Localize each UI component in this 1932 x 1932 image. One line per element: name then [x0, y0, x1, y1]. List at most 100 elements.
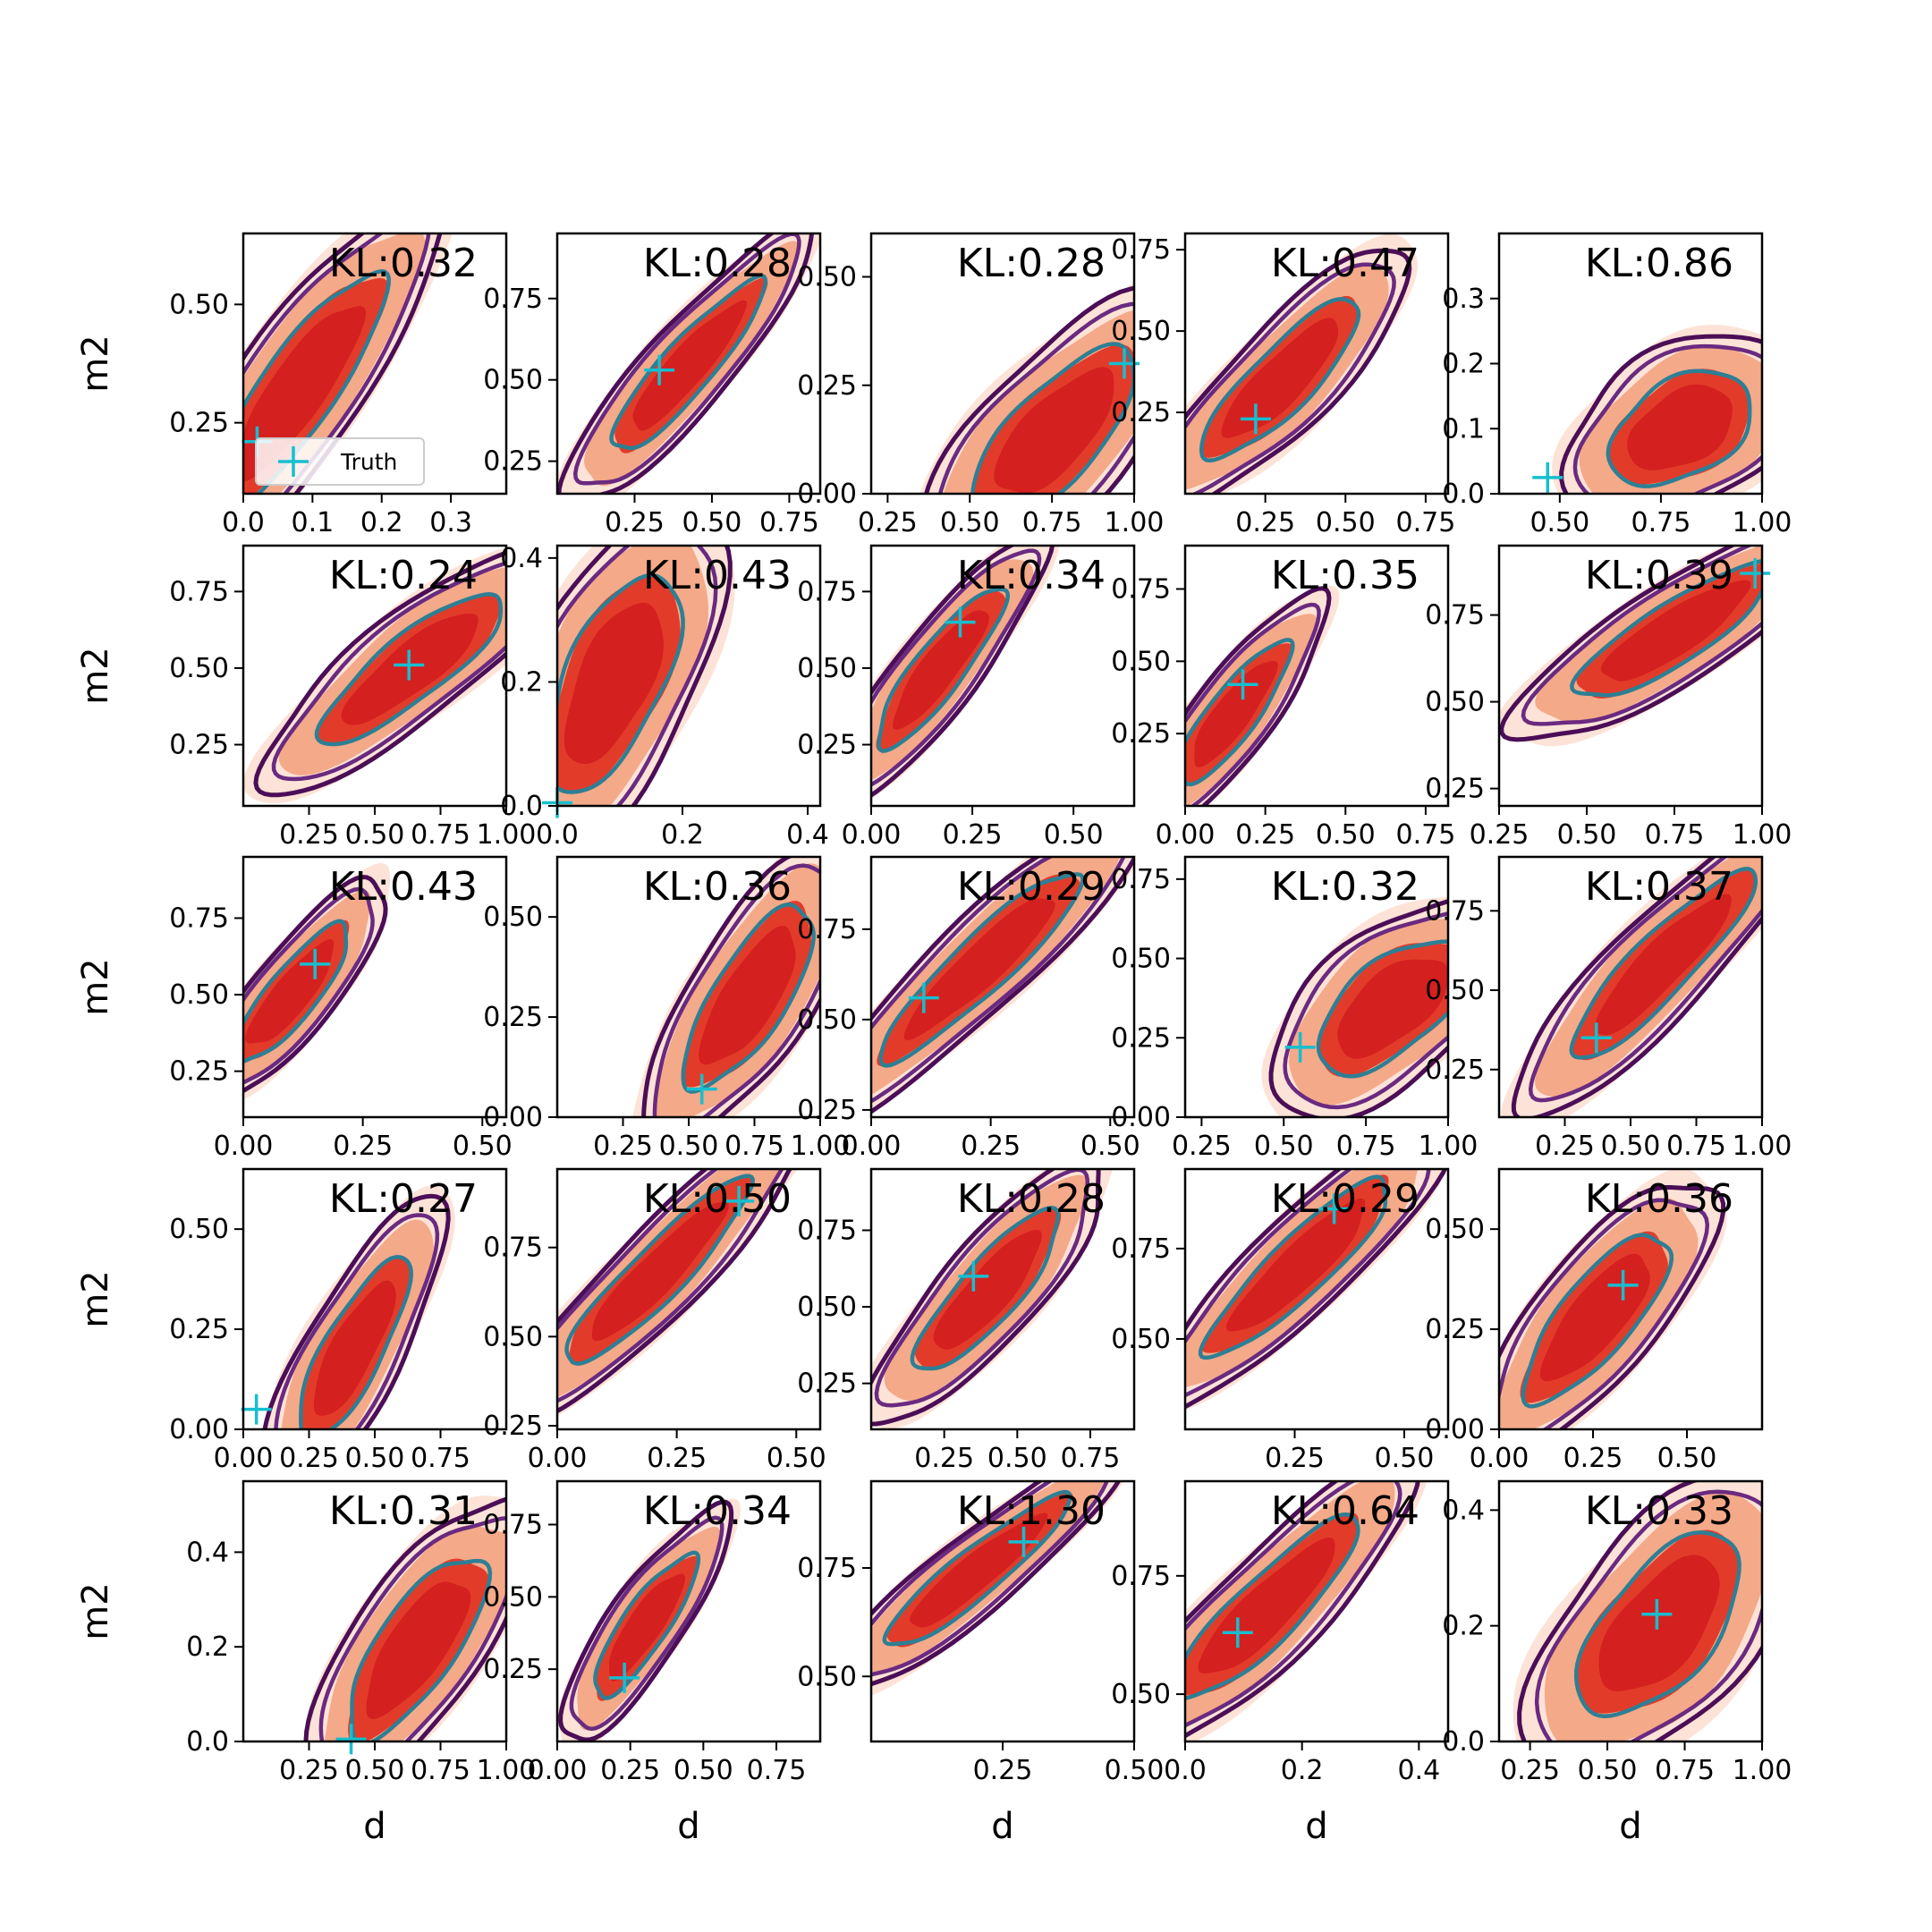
x-tick-label: 0.00	[528, 1443, 588, 1474]
kl-divergence-label: KL:0.31	[329, 1488, 478, 1534]
y-tick-label: 0.75	[797, 1215, 857, 1246]
axes-frame	[869, 544, 1136, 808]
y-tick-label: 0.25	[797, 370, 857, 402]
panel-24: 0.0 0.2 0.4 0.50 0.75 KL:0.64 d	[1111, 1479, 1450, 1847]
contour-outer	[1268, 898, 1448, 1117]
kl-divergence-label: KL:0.28	[643, 241, 792, 286]
density-contours	[1513, 1481, 1762, 1741]
contour-outer	[1185, 1481, 1420, 1739]
x-tick-label: 0.00	[842, 1131, 902, 1162]
kl-divergence-label: KL:0.34	[643, 1488, 792, 1534]
kde-fill-core	[1598, 1555, 1720, 1691]
contour-mid	[874, 1169, 1090, 1408]
x-tick-label: 0.75	[411, 1443, 470, 1474]
y-tick-label: 0.50	[1111, 316, 1171, 347]
x-tick-label: 1.00	[1105, 507, 1165, 538]
x-tick-label: 0.25	[1500, 1755, 1560, 1786]
x-tick-label: 0.25	[647, 1443, 707, 1474]
contour-mid	[271, 561, 506, 782]
contour-mid	[871, 1481, 1109, 1677]
contour-mid	[1185, 1481, 1402, 1728]
contour-mid	[1185, 1169, 1431, 1398]
x-tick-label: 0.50	[1044, 819, 1104, 851]
truth-marker	[644, 354, 675, 386]
panel-21: 0.25 0.50 0.75 1.00 0.0 0.2 0.4 KL:0.31 m2 d	[75, 1479, 536, 1847]
contour-inner	[1573, 1530, 1741, 1719]
y-tick-label: 0.75	[797, 914, 857, 945]
y-tick-label: 0.4	[500, 543, 543, 574]
x-tick-label: 0.25	[1235, 507, 1295, 538]
x-tick-label: 0.25	[914, 1443, 974, 1474]
contour-outer	[558, 1499, 734, 1741]
y-tick-label: 0.50	[797, 653, 857, 684]
x-tick-label: 0.25	[858, 507, 918, 538]
panel-10: 0.25 0.50 0.75 1.00 0.25 0.50 0.75 KL:0.39	[1425, 544, 1792, 851]
y-tick-label: 0.75	[797, 1553, 857, 1584]
kl-divergence-label: KL:0.47	[1271, 241, 1419, 286]
contour-inner	[882, 1489, 1072, 1647]
panel-18: 0.25 0.50 0.75 0.25 0.50 0.75 KL:0.28	[797, 1167, 1136, 1474]
x-tick-label: 0.50	[659, 1131, 719, 1162]
contour-outer	[1499, 546, 1762, 742]
y-axis-label: m2	[75, 1270, 116, 1327]
panel-5: 0.50 0.75 1.00 0.0 0.1 0.2 0.3 KL:0.86	[1442, 232, 1792, 538]
panel-13: 0.00 0.25 0.50 0.25 0.50 0.75 KL:0.29	[797, 855, 1140, 1162]
x-tick-label: 0.50	[674, 1755, 733, 1786]
contour-outer	[1185, 1169, 1448, 1410]
density-contours	[871, 1481, 1124, 1696]
panel-11: 0.00 0.25 0.50 0.25 0.50 0.75 KL:0.43 m2	[75, 855, 513, 1162]
kl-divergence-label: KL:0.35	[1271, 553, 1419, 598]
y-tick-label: 0.25	[483, 1002, 543, 1033]
axes-frame	[869, 855, 1136, 1119]
x-tick-label: 0.75	[1645, 819, 1705, 851]
x-tick-label: 1.00	[1733, 819, 1792, 851]
y-tick-label: 0.0	[500, 791, 543, 822]
axes-frame	[869, 1167, 1136, 1431]
kde-fill-core	[1194, 660, 1278, 767]
contour-outer	[1511, 857, 1762, 1117]
y-tick-label: 0.0	[186, 1726, 229, 1758]
density-contours	[557, 1169, 798, 1417]
y-axis-label: m2	[75, 1582, 116, 1640]
contour-mid	[243, 233, 431, 494]
x-tick-label: 0.0	[1164, 1755, 1207, 1786]
x-tick-label: 0.2	[661, 819, 704, 851]
y-tick-label: 0.50	[1425, 975, 1485, 1006]
panel-22: 0.00 0.25 0.50 0.75 0.25 0.50 0.75 KL:0.34 d	[483, 1479, 822, 1847]
y-tick-label: 0.75	[483, 1510, 543, 1541]
y-tick-label: 0.00	[483, 1102, 543, 1133]
truth-marker	[300, 948, 331, 979]
kl-divergence-label: KL:0.37	[1585, 864, 1733, 910]
x-tick-label: 0.50	[1254, 1131, 1314, 1162]
y-tick-label: 0.00	[1425, 1414, 1485, 1445]
x-tick-label: 0.50	[1105, 1755, 1165, 1786]
density-contours	[871, 546, 1059, 800]
kl-divergence-label: KL:0.33	[1585, 1488, 1733, 1534]
x-tick-label: 0.75	[411, 819, 470, 851]
contour-inner	[1185, 638, 1295, 787]
kl-divergence-label: KL:0.29	[957, 864, 1106, 910]
truth-marker	[724, 1185, 755, 1216]
contour-inner	[243, 269, 391, 494]
kl-divergence-label: KL:0.36	[643, 864, 792, 910]
y-tick-label: 0.75	[1111, 1561, 1171, 1592]
x-tick-label: 0.4	[1397, 1755, 1440, 1786]
contour-outer	[253, 550, 506, 798]
x-tick-label: 0.50	[453, 1131, 513, 1162]
contour-inner	[1185, 1512, 1360, 1700]
y-tick-label: 0.75	[1111, 1233, 1171, 1265]
density-contours	[1551, 325, 1762, 494]
kde-fill-core	[1198, 1538, 1335, 1674]
x-tick-label: 0.00	[214, 1443, 274, 1474]
y-tick-label: 0.75	[483, 1233, 543, 1264]
x-tick-label: 0.2	[1281, 1755, 1324, 1786]
x-tick-label: 0.50	[940, 507, 1000, 538]
legend-label: Truth	[340, 449, 397, 475]
axes-frame	[242, 232, 508, 496]
kl-divergence-label: KL:0.64	[1271, 1488, 1419, 1534]
y-tick-label: 0.50	[1111, 1679, 1171, 1710]
contour-mid	[572, 233, 801, 486]
y-tick-label: 0.75	[169, 902, 229, 934]
